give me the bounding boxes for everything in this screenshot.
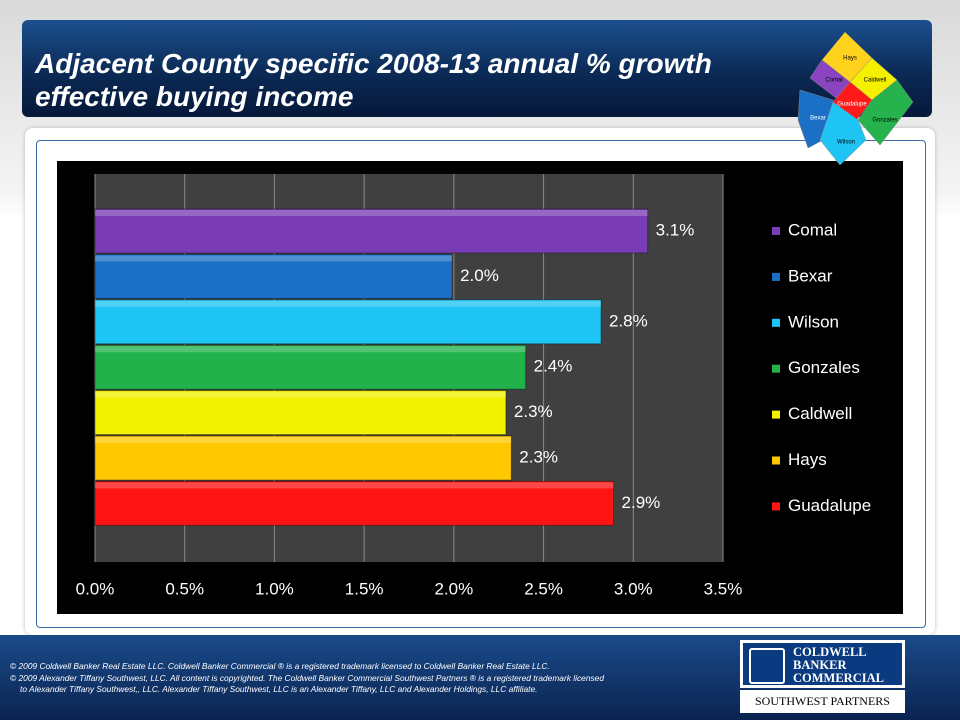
- bar: [94, 299, 602, 345]
- x-tick-label: 2.0%: [434, 579, 473, 598]
- legend-swatch: [772, 318, 780, 327]
- bar: [94, 435, 512, 481]
- map-label: Gonzales: [872, 118, 897, 124]
- x-tick-label: 1.0%: [255, 579, 294, 598]
- legend-swatch: [772, 456, 780, 465]
- x-tick-label: 0.5%: [165, 579, 204, 598]
- x-tick-label: 3.5%: [704, 579, 743, 598]
- bar: [94, 253, 453, 299]
- map-label: Comal: [825, 78, 842, 84]
- logo-text: COMMERCIAL: [793, 671, 884, 685]
- logo-text: COLDWELL: [793, 645, 867, 659]
- legend-label: Caldwell: [788, 404, 852, 423]
- x-tick-label: 3.0%: [614, 579, 653, 598]
- legend-swatch: [772, 227, 780, 235]
- x-tick-label: 2.5%: [524, 579, 563, 598]
- bar: [94, 344, 527, 390]
- content-frame: [36, 140, 926, 628]
- bar-highlight: [95, 437, 512, 443]
- footer-text: © 2009 Coldwell Banker Real Estate LLC. …: [10, 661, 550, 671]
- legend-label: Comal: [788, 220, 837, 239]
- x-tick-label: 0.0%: [76, 579, 115, 598]
- legend-swatch: [772, 502, 780, 511]
- value-label: 2.0%: [460, 266, 499, 285]
- legend-label: Gonzales: [788, 358, 860, 377]
- title-bar: [22, 20, 932, 117]
- bar: [94, 208, 649, 254]
- value-label: 2.9%: [622, 493, 661, 512]
- map-label: Bexar: [810, 116, 826, 122]
- footer-text: to Alexander Tiffany Southwest,, LLC. Al…: [20, 684, 538, 694]
- bar: [94, 390, 507, 436]
- value-label: 3.1%: [656, 220, 695, 239]
- logo-subtitle: SOUTHWEST PARTNERS: [740, 690, 905, 713]
- bar-highlight: [95, 255, 453, 262]
- map-label: Caldwell: [864, 78, 887, 84]
- legend-swatch: [772, 272, 780, 281]
- logo-mark: [749, 648, 785, 684]
- logo-inner: COLDWELL BANKER COMMERCIAL: [743, 643, 902, 685]
- legend-swatch: [772, 364, 780, 373]
- legend-label: Bexar: [788, 266, 833, 285]
- bar-highlight: [95, 482, 614, 489]
- bar-highlight: [95, 391, 506, 398]
- legend-label: Hays: [788, 450, 827, 469]
- value-label: 2.4%: [534, 357, 573, 376]
- bar-highlight: [95, 346, 526, 353]
- logo: COLDWELL BANKER COMMERCIAL: [740, 640, 905, 688]
- legend-label: Guadalupe: [788, 496, 871, 515]
- value-label: 2.3%: [514, 402, 553, 421]
- value-label: 2.3%: [519, 447, 558, 466]
- bar-highlight: [95, 300, 601, 307]
- logo-text: BANKER: [793, 658, 847, 672]
- value-label: 2.8%: [609, 311, 648, 330]
- map-label: Hays: [843, 56, 857, 62]
- bar-highlight: [95, 210, 648, 216]
- county-map: Hays Comal Caldwell Guadalupe Bexar Gonz…: [797, 31, 914, 166]
- legend-label: Wilson: [788, 312, 839, 331]
- legend-swatch: [772, 410, 780, 419]
- bar: [94, 480, 615, 526]
- footer-text: © 2009 Alexander Tiffany Southwest, LLC.…: [10, 673, 604, 683]
- map-label: Guadalupe: [837, 102, 867, 108]
- x-tick-label: 1.5%: [345, 579, 384, 598]
- slide-title: Adjacent County specific 2008-13 annual …: [35, 48, 712, 112]
- map-label: Wilson: [837, 140, 855, 146]
